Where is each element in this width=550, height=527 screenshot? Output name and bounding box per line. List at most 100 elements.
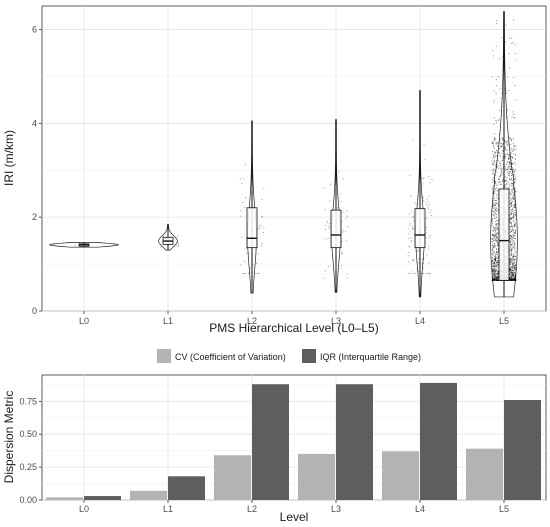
jitter-point-L5 <box>510 152 512 154</box>
jitter-point-L5 <box>492 197 494 199</box>
jitter-point-L5 <box>501 167 503 169</box>
jitter-point-L5 <box>492 188 494 190</box>
jitter-point-L2 <box>260 225 262 227</box>
jitter-point-L5 <box>496 211 498 213</box>
jitter-point-L5 <box>514 237 516 239</box>
jitter-point-L5 <box>513 209 515 211</box>
jitter-point-L5 <box>493 234 495 236</box>
jitter-point-L5 <box>496 279 499 282</box>
jitter-point-L2 <box>258 272 260 275</box>
jitter-point-L4 <box>407 227 409 229</box>
bar-cv-L3 <box>298 453 335 500</box>
jitter-point-L5 <box>494 179 496 181</box>
jitter-point-L5 <box>494 255 496 257</box>
jitter-point-L5 <box>510 166 512 168</box>
jitter-point-L5 <box>494 260 496 262</box>
jitter-point-L5 <box>493 211 495 213</box>
jitter-point-L5 <box>492 237 494 239</box>
jitter-point-L5 <box>491 151 493 153</box>
jitter-point-L5 <box>492 143 494 145</box>
jitter-point-L5 <box>497 263 499 265</box>
jitter-point-L5 <box>513 19 515 21</box>
jitter-point-L5 <box>514 251 516 253</box>
jitter-point-L5 <box>496 143 498 145</box>
jitter-point-L5 <box>495 183 497 185</box>
jitter-point-L5 <box>493 236 495 238</box>
jitter-point-L5 <box>497 277 499 279</box>
jitter-point-L3 <box>346 273 348 275</box>
jitter-point-L5 <box>495 276 498 278</box>
jitter-point-L3 <box>341 232 343 234</box>
jitter-point-L3 <box>323 277 325 279</box>
jitter-point-L5 <box>513 226 515 228</box>
jitter-point-L5 <box>512 138 514 140</box>
jitter-point-L5 <box>513 239 515 242</box>
jitter-point-L5 <box>491 260 493 262</box>
jitter-point-L4 <box>422 272 424 275</box>
jitter-point-L5 <box>513 253 515 255</box>
jitter-point-L4 <box>431 179 433 181</box>
jitter-point-L5 <box>494 257 497 259</box>
jitter-point-L5 <box>501 138 504 141</box>
jitter-point-L5 <box>500 183 502 185</box>
jitter-point-L5 <box>513 235 515 237</box>
jitter-point-L1 <box>160 246 162 248</box>
distribution-L1 <box>158 223 180 251</box>
jitter-point-L2 <box>243 272 245 275</box>
bar-iqr-L2 <box>252 384 289 500</box>
jitter-point-L4 <box>428 272 430 275</box>
jitter-point-L5 <box>512 174 514 176</box>
jitter-point-L5 <box>514 202 516 204</box>
jitter-point-L5 <box>511 257 513 259</box>
jitter-point-L5 <box>497 150 499 152</box>
jitter-point-L3 <box>329 223 331 225</box>
jitter-point-L5 <box>513 170 515 173</box>
bottom-plot-frame <box>41 374 547 501</box>
jitter-point-L5 <box>509 235 511 237</box>
jitter-point-L5 <box>492 259 494 261</box>
jitter-point-L5 <box>511 279 513 282</box>
jitter-point-L5 <box>510 138 512 140</box>
jitter-point-L5 <box>514 256 516 258</box>
jitter-point-L5 <box>511 178 513 180</box>
jitter-point-L5 <box>495 239 497 241</box>
jitter-point-L5 <box>513 197 515 199</box>
jitter-point-L5 <box>495 216 498 218</box>
jitter-point-L3 <box>325 238 327 240</box>
jitter-point-L5 <box>491 76 493 78</box>
jitter-point-L5 <box>509 215 511 217</box>
bar-cv-L0 <box>46 497 83 500</box>
jitter-point-L5 <box>496 184 498 186</box>
jitter-point-L5 <box>511 177 513 179</box>
jitter-point-L5 <box>508 167 510 169</box>
jitter-point-L5 <box>514 195 517 197</box>
jitter-point-L5 <box>495 93 497 95</box>
jitter-point-L5 <box>493 154 495 156</box>
jitter-point-L5 <box>493 147 495 150</box>
jitter-point-L4 <box>416 267 418 269</box>
jitter-point-L5 <box>508 169 510 171</box>
jitter-point-L5 <box>515 215 517 217</box>
jitter-point-L5 <box>513 205 515 208</box>
jitter-point-L5 <box>511 262 513 264</box>
jitter-point-L5 <box>508 136 510 138</box>
jitter-point-L5 <box>510 202 513 204</box>
jitter-point-L5 <box>494 226 496 228</box>
jitter-point-L5 <box>502 163 504 165</box>
jitter-point-L3 <box>327 225 330 228</box>
bar-cv-L2 <box>214 455 251 500</box>
jitter-point-L5 <box>509 268 511 270</box>
jitter-point-L5 <box>505 92 507 94</box>
jitter-point-L5 <box>499 88 501 90</box>
jitter-point-L5 <box>493 157 496 159</box>
box-L5 <box>498 188 510 281</box>
jitter-point-L3 <box>327 265 330 267</box>
jitter-point-L5 <box>502 68 504 71</box>
top-x-ticks: L0 L1 L2 L3 L4 L5 <box>79 311 509 326</box>
jitter-point-L5 <box>495 264 497 266</box>
jitter-point-L5 <box>509 221 511 223</box>
jitter-point-L5 <box>512 255 514 257</box>
jitter-point-L5 <box>496 241 498 243</box>
top-x-axis-title: PMS Hierarchical Level (L0–L5) <box>209 321 378 335</box>
jitter-point-L5 <box>511 217 513 219</box>
